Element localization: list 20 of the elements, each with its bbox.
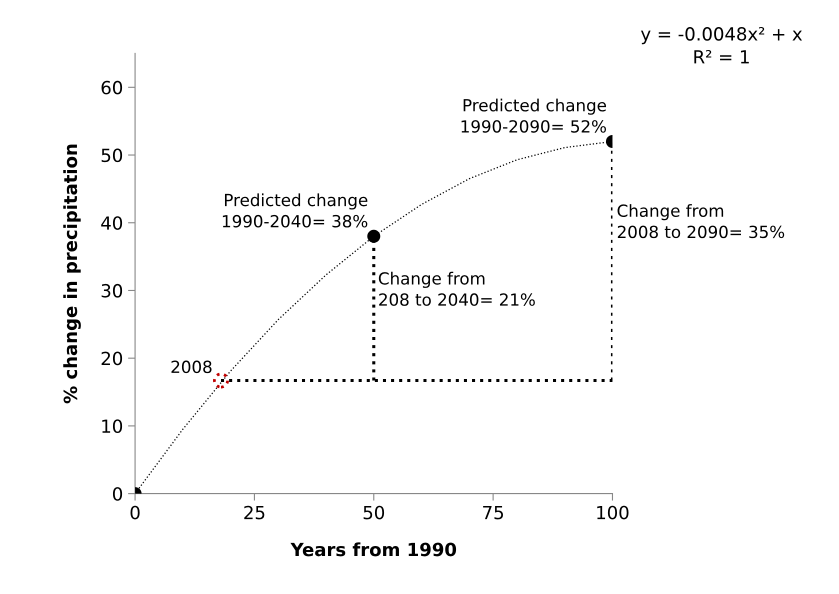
- text: y = -0.0048x² + x R² = 1: [640, 27, 802, 64]
- y-tick-label: 30: [102, 284, 122, 298]
- annotation: Change from 208 to 2040= 21%: [378, 272, 535, 306]
- y-tick-label: 0: [112, 487, 122, 501]
- x-tick-label: 75: [483, 506, 504, 520]
- annotation: Change from 2008 to 2090= 35%: [618, 204, 784, 238]
- x-tick-label: 50: [364, 506, 384, 520]
- annotation: Predicted change 1990-2040= 38%: [222, 193, 368, 228]
- y-tick-label: 10: [102, 419, 122, 434]
- x-axis-title: Years from 1990: [290, 542, 456, 556]
- y-tick-label: 60: [102, 80, 122, 94]
- x-tick-label: 100: [597, 506, 628, 520]
- x-tick-label: 0: [130, 506, 140, 520]
- x-tick-label: 25: [244, 506, 264, 520]
- y-tick-label: 50: [102, 148, 122, 162]
- y-tick-label: 20: [102, 352, 122, 366]
- annotation: Predicted change 1990-2090= 52%: [462, 98, 606, 133]
- y-axis-title: % change in precipitation: [63, 144, 81, 404]
- y-tick-label: 40: [101, 216, 122, 230]
- annotation: 2008: [171, 360, 212, 374]
